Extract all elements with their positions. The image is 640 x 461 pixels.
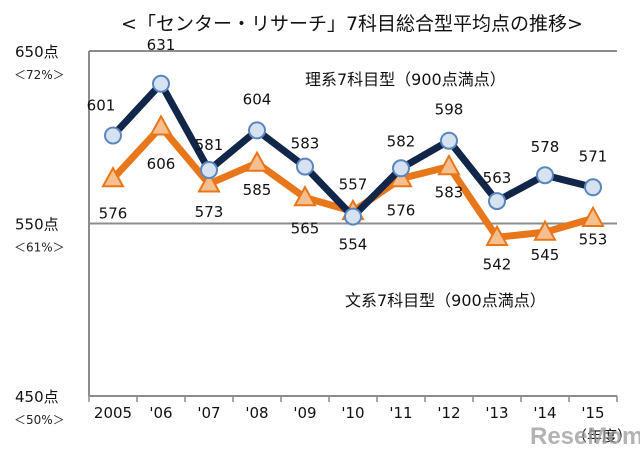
marker-bunkei-point	[581, 205, 605, 227]
marker-rikei-point	[344, 207, 362, 226]
marker-rikei-point	[536, 166, 554, 185]
data-label-bunkei: 576	[99, 205, 128, 223]
marker-rikei-point	[152, 74, 170, 93]
data-label-bunkei: 545	[531, 246, 560, 264]
data-label-bunkei: 576	[387, 202, 416, 220]
data-label-rikei: 583	[291, 135, 320, 153]
x-tick-label: '12	[437, 404, 460, 422]
x-tick-label: '10	[341, 404, 364, 422]
marker-bunkei-point	[293, 185, 317, 207]
y-tick-percent: ＜50%＞	[14, 413, 65, 427]
data-label-bunkei: 606	[147, 155, 176, 173]
series-group	[101, 74, 605, 246]
x-tick-label: '06	[149, 404, 172, 422]
data-label-bunkei: 557	[339, 175, 368, 193]
data-label-rikei: 582	[387, 132, 416, 150]
marker-rikei-point	[584, 178, 602, 197]
data-label-bunkei: 573	[195, 203, 224, 221]
y-tick-label: 650点	[15, 43, 59, 61]
marker-rikei-point	[296, 157, 314, 176]
x-tick-label: '08	[245, 404, 268, 422]
y-axis: 650点 ＜72%＞ 550点 ＜61%＞ 450点 ＜50%＞	[14, 43, 65, 427]
x-tick-label: '11	[389, 404, 412, 422]
marker-rikei-point	[248, 121, 266, 140]
marker-bunkei-point	[149, 114, 173, 136]
data-label-rikei: 581	[195, 136, 224, 154]
data-label-rikei: 571	[579, 147, 608, 165]
marker-bunkei-point	[485, 224, 509, 246]
data-label-bunkei: 553	[579, 230, 608, 248]
marker-bunkei-point	[245, 150, 269, 172]
x-tick-label: '15	[581, 404, 604, 422]
data-label-bunkei: 542	[483, 255, 512, 273]
legend-rikei: 理系7科目型（900点満点）	[305, 70, 506, 89]
data-label-bunkei: 583	[435, 184, 464, 202]
x-tick-label: '09	[293, 404, 316, 422]
data-label-rikei: 578	[531, 138, 560, 156]
x-axis: 2005 '06 '07 '08 '09 '10 '11 '12 '13 '14 '15	[88, 395, 618, 422]
data-label-bunkei: 585	[243, 181, 272, 199]
y-tick-percent: ＜61%＞	[14, 241, 65, 255]
chart-title: <「センター・リサーチ」7科目総合型平均点の推移>	[121, 13, 583, 35]
marker-rikei-point	[392, 159, 410, 178]
data-label-rikei: 604	[243, 90, 272, 108]
y-tick-label: 450点	[15, 388, 59, 406]
data-label-rikei: 554	[339, 236, 368, 254]
marker-bunkei-point	[197, 171, 221, 193]
x-axis-label: （年度）	[572, 427, 632, 445]
x-tick-label: '13	[485, 404, 508, 422]
x-tick-label: 2005	[94, 404, 132, 422]
x-tick-label: '07	[197, 404, 220, 422]
watermark-logo: ReseMom	[530, 423, 640, 450]
data-labels: 601 631 581 604 583 554 582 598 563 578 571 576 606 5…	[87, 36, 608, 274]
data-label-rikei: 598	[435, 101, 464, 119]
marker-rikei-point	[104, 126, 122, 145]
data-label-rikei: 631	[147, 36, 176, 54]
marker-bunkei-point	[533, 219, 557, 241]
marker-bunkei-point	[437, 153, 461, 176]
y-tick-percent: ＜72%＞	[14, 68, 65, 82]
marker-rikei-point	[488, 192, 506, 211]
x-tick-label: '14	[533, 404, 556, 422]
marker-bunkei-point	[101, 166, 125, 188]
legend-bunkei: 文系7科目型（900点満点）	[345, 291, 546, 310]
marker-rikei-point	[200, 161, 218, 180]
data-label-rikei: 601	[87, 97, 116, 115]
y-tick-label: 550点	[15, 216, 59, 234]
marker-rikei-point	[440, 131, 458, 150]
data-label-rikei: 563	[483, 169, 512, 187]
data-label-bunkei: 565	[291, 220, 320, 238]
